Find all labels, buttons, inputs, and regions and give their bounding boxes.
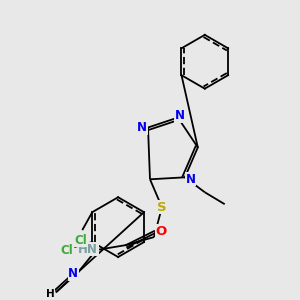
- Text: N: N: [137, 121, 147, 134]
- Text: S: S: [157, 201, 167, 214]
- Text: N: N: [175, 109, 185, 122]
- Text: HN: HN: [78, 242, 98, 256]
- Text: H: H: [46, 289, 55, 299]
- Text: N: N: [186, 173, 196, 186]
- Text: Cl: Cl: [60, 244, 73, 256]
- Text: N: N: [68, 267, 78, 280]
- Text: O: O: [155, 225, 167, 238]
- Text: Cl: Cl: [74, 234, 87, 247]
